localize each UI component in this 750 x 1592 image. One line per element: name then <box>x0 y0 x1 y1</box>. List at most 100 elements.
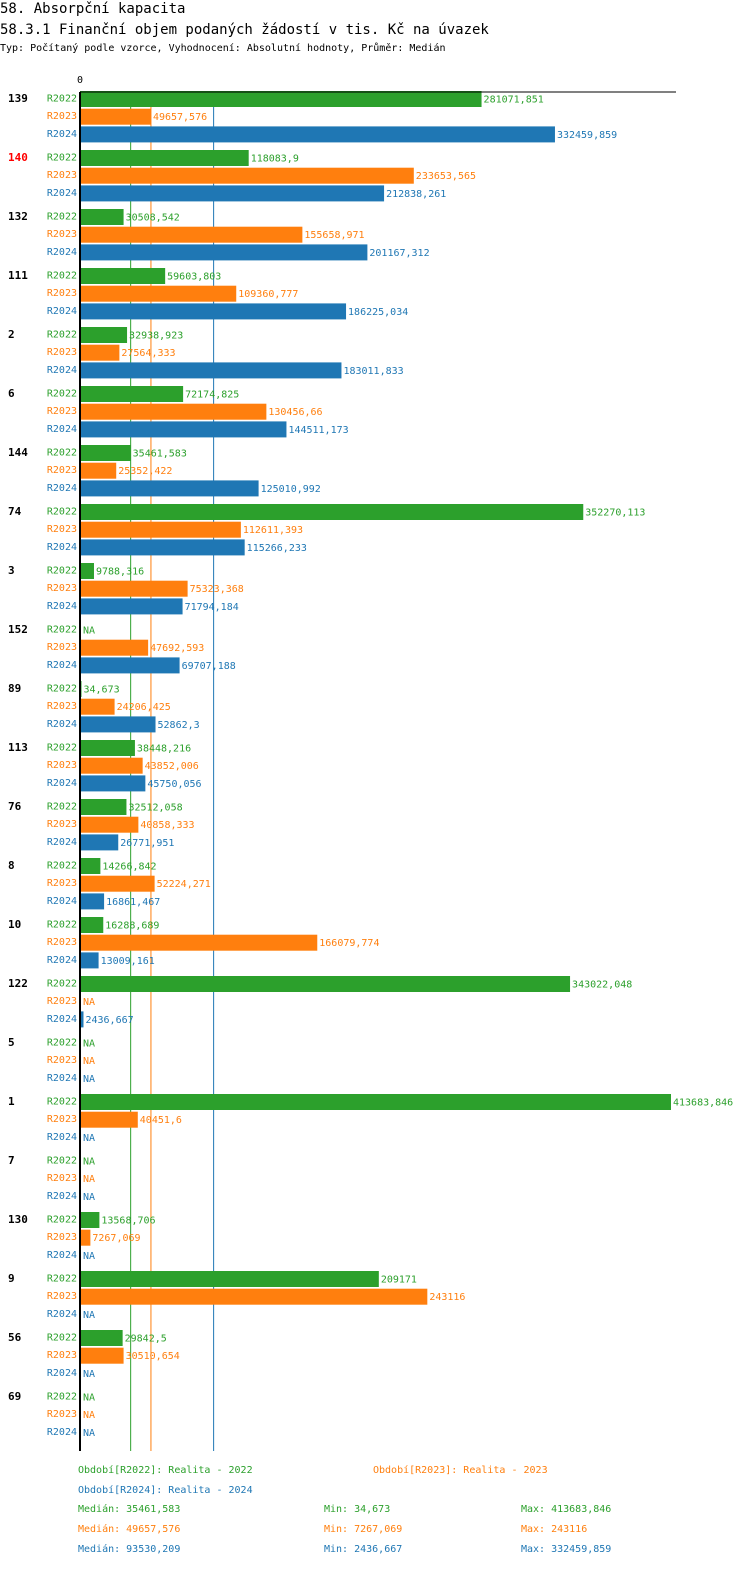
category-label: 144 <box>8 446 28 459</box>
data-label: 47692,593 <box>150 643 204 654</box>
series-row-label: R2023 <box>47 760 77 771</box>
data-label: 52862,3 <box>158 720 200 731</box>
series-row-label: R2022 <box>47 1333 77 1344</box>
series-row-label: R2022 <box>47 153 77 164</box>
series-row-label: R2023 <box>47 819 77 830</box>
stat-median-r2024: Medián: 93530,209 <box>78 1544 181 1555</box>
series-row-label: R2023 <box>47 878 77 889</box>
series-row-label: R2022 <box>47 389 77 400</box>
series-row-label: R2023 <box>47 583 77 594</box>
series-row-label: R2024 <box>47 719 77 730</box>
bar <box>80 421 287 438</box>
stat-median-r2022: Medián: 35461,583 <box>78 1504 181 1515</box>
data-label: 281071,851 <box>484 95 544 106</box>
category-label: 152 <box>8 623 28 636</box>
series-row-label: R2023 <box>47 1232 77 1243</box>
bar <box>80 462 117 479</box>
data-label: 25352,422 <box>118 466 172 477</box>
bar <box>80 799 127 815</box>
data-label: 32938,923 <box>129 331 183 342</box>
data-label: 29842,5 <box>125 1334 167 1345</box>
data-label: 16288,689 <box>105 921 159 932</box>
series-row-label: R2022 <box>47 684 77 695</box>
page-title: 58. Absorpční kapacita <box>0 1 186 17</box>
series-row-label: R2024 <box>47 306 77 317</box>
series-row-label: R2024 <box>47 1132 77 1143</box>
stat-median-r2023: Medián: 49657,576 <box>78 1524 181 1535</box>
data-label: 52224,271 <box>157 879 211 890</box>
data-label: 115266,233 <box>247 543 307 554</box>
series-row-label: R2022 <box>47 507 77 518</box>
data-label: 243116 <box>429 1292 465 1303</box>
data-label: 26771,951 <box>120 838 174 849</box>
series-row-label: R2023 <box>47 524 77 535</box>
series-row-label: R2024 <box>47 1250 77 1261</box>
series-row-label: R2023 <box>47 406 77 417</box>
series-row-label: R2023 <box>47 642 77 653</box>
series-row-label: R2023 <box>47 996 77 1007</box>
data-label: 112611,393 <box>243 525 303 536</box>
data-label: NA <box>83 1174 95 1185</box>
bar <box>80 167 414 184</box>
series-row-label: R2023 <box>47 937 77 948</box>
data-label: 413683,846 <box>673 1098 733 1109</box>
data-label: NA <box>83 1428 95 1439</box>
data-label: 38448,216 <box>137 744 191 755</box>
series-row-label: R2022 <box>47 920 77 931</box>
bar <box>80 775 146 792</box>
bar <box>80 657 180 674</box>
data-label: 75323,368 <box>190 584 244 595</box>
chart-subtitle: Typ: Počítaný podle vzorce, Vyhodnocení:… <box>0 43 446 54</box>
data-label: 183011,833 <box>343 366 403 377</box>
category-label: 3 <box>8 564 15 577</box>
series-row-label: R2024 <box>47 365 77 376</box>
bar <box>80 226 303 243</box>
category-label: 130 <box>8 1213 28 1226</box>
series-row-label: R2024 <box>47 955 77 966</box>
bar <box>80 327 128 343</box>
bar <box>80 893 105 910</box>
category-label: 122 <box>8 977 28 990</box>
bar <box>80 834 119 851</box>
series-row-label: R2023 <box>47 701 77 712</box>
data-label: NA <box>83 1192 95 1203</box>
stat-max-r2024: Max: 332459,859 <box>521 1544 612 1555</box>
series-row-label: R2024 <box>47 1427 77 1438</box>
data-label: 155658,971 <box>304 230 364 241</box>
data-label: 14266,842 <box>102 862 156 873</box>
bar <box>80 917 104 933</box>
series-row-label: R2024 <box>47 601 77 612</box>
bar <box>80 285 237 302</box>
series-row-label: R2024 <box>47 778 77 789</box>
data-label: 186225,034 <box>348 307 408 318</box>
bar <box>80 580 188 597</box>
series-row-label: R2024 <box>47 1073 77 1084</box>
data-label: 30510,654 <box>126 1351 180 1362</box>
data-label: 209171 <box>381 1275 417 1286</box>
series-row-label: R2024 <box>47 1014 77 1025</box>
bar <box>80 598 183 615</box>
series-row-label: R2023 <box>47 347 77 358</box>
series-row-label: R2024 <box>47 424 77 435</box>
category-label: 89 <box>8 682 21 695</box>
series-row-label: R2024 <box>47 1368 77 1379</box>
bar <box>80 209 124 225</box>
series-row-label: R2023 <box>47 1409 77 1420</box>
data-label: 34,673 <box>84 685 120 696</box>
data-label: NA <box>83 1251 95 1262</box>
series-row-label: R2023 <box>47 1350 77 1361</box>
bar <box>80 1212 100 1228</box>
data-label: NA <box>83 1133 95 1144</box>
series-row-label: R2022 <box>47 743 77 754</box>
bar <box>80 91 482 107</box>
series-row-label: R2024 <box>47 660 77 671</box>
data-label: 343022,048 <box>572 980 632 991</box>
data-label: 7267,069 <box>92 1233 140 1244</box>
series-row-label: R2022 <box>47 1038 77 1049</box>
stat-max-r2022: Max: 413683,846 <box>521 1504 612 1515</box>
bar <box>80 698 115 715</box>
series-row-label: R2022 <box>47 1156 77 1167</box>
category-label: 1 <box>8 1095 15 1108</box>
data-label: 27564,333 <box>121 348 175 359</box>
series-row-label: R2023 <box>47 1173 77 1184</box>
